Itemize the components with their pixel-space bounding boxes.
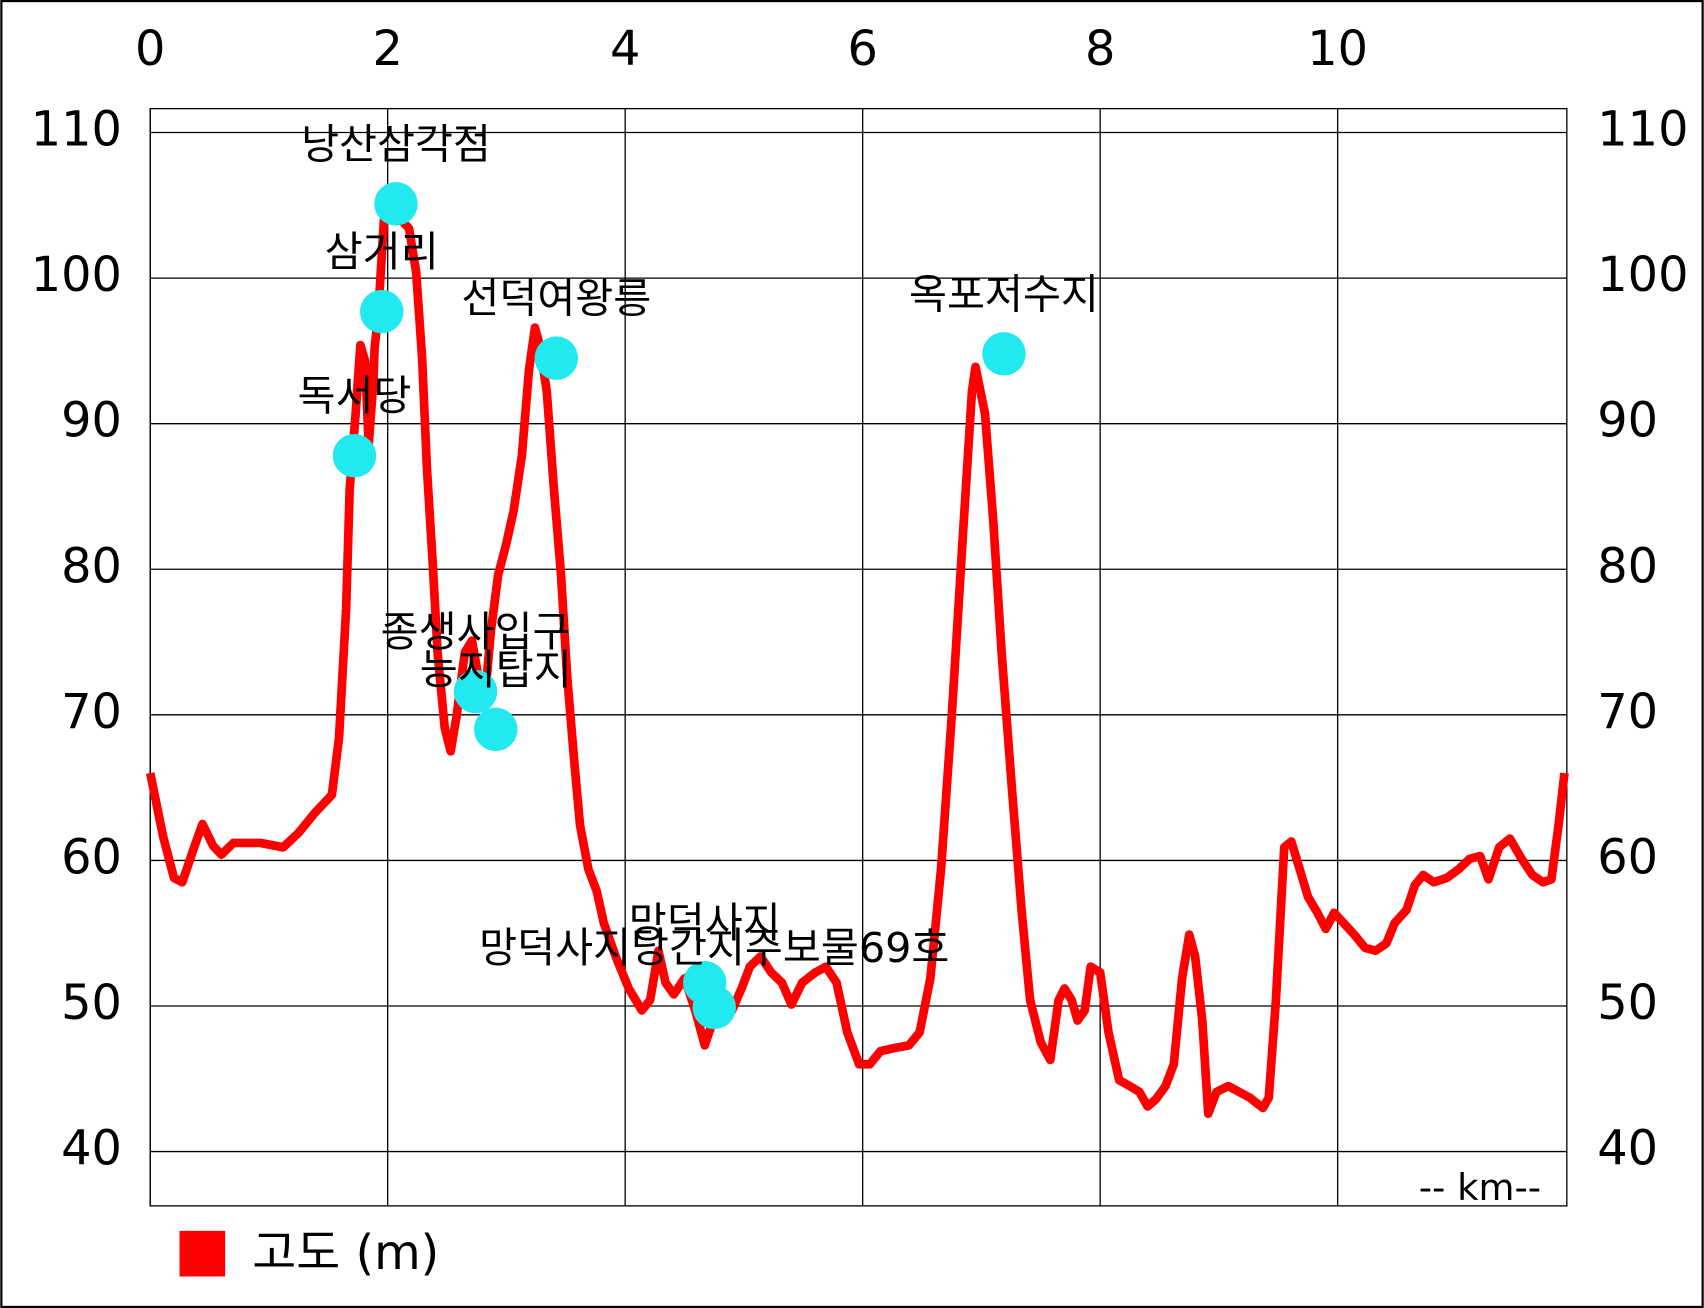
legend-swatch [179,1230,226,1277]
y2-tick-label: 60 [1597,830,1658,885]
poi-marker [692,985,736,1030]
legend-label: 고도 (m) [252,1226,439,1281]
plot-border [149,107,1568,1207]
y2-tick-label: 80 [1597,539,1658,594]
poi-marker [982,332,1026,376]
y-tick-label: 110 [31,103,122,158]
y2-tick-label: 50 [1597,976,1658,1031]
x-tick-label: 8 [1085,22,1115,77]
x-tick-label: 4 [610,22,640,77]
y2-tick-label: 110 [1597,103,1688,158]
y2-tick-label: 90 [1597,394,1658,449]
poi-label: 삼거리 [325,228,439,276]
x-tick-label: 0 [135,22,165,77]
poi-label: 독서당 [297,372,411,420]
y2-tick-label: 70 [1597,685,1658,740]
y-tick-label: 70 [61,685,122,740]
poi-label: 선덕여왕릉 [461,275,651,323]
poi-marker [332,433,377,478]
y-tick-label: 60 [61,830,122,885]
x-tick-label: 10 [1307,22,1368,77]
poi-marker [360,289,404,334]
poi-marker [534,336,579,380]
poi-label: 망덕사지당간지주보물69호 [479,924,949,972]
x-tick-label: 6 [847,22,877,77]
y2-tick-label: 40 [1597,1122,1658,1177]
x-tick-label: 2 [372,22,402,77]
y-tick-label: 80 [61,539,122,594]
poi-label: 종생사입구 [381,608,571,656]
poi-label: 망덕사지 [629,899,781,947]
poi-label: 능지탑지 [420,646,572,694]
y-tick-label: 50 [61,976,122,1031]
axis-unit: -- km-- [1419,1166,1541,1209]
y-tick-label: 40 [61,1122,122,1177]
poi-marker [474,707,518,752]
y2-tick-label: 100 [1597,248,1688,303]
poi-label: 낭산삼각점 [301,120,491,168]
poi-label: 옥포저수지 [909,270,1099,318]
poi-marker [374,182,418,226]
y-tick-label: 90 [61,394,122,449]
poi-marker [453,669,498,714]
y-tick-label: 100 [31,248,122,303]
